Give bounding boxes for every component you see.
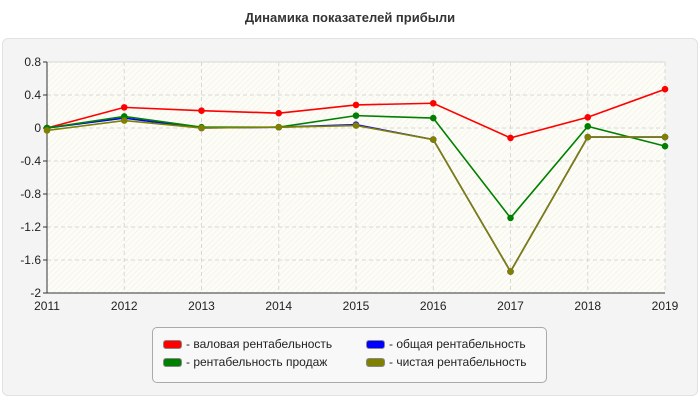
legend-swatch xyxy=(163,339,182,349)
y-tick-label: 0.8 xyxy=(24,55,41,69)
data-point xyxy=(352,101,360,109)
data-point xyxy=(584,133,592,141)
data-point xyxy=(43,127,51,134)
legend-swatch xyxy=(366,357,385,367)
y-tick-label: 0 xyxy=(34,121,41,135)
series-3 xyxy=(43,117,669,275)
legend-item-gross: - валовая рентабельность xyxy=(163,337,332,351)
data-point xyxy=(120,117,128,124)
data-point xyxy=(661,85,669,93)
data-point xyxy=(198,107,205,114)
legend-swatch xyxy=(366,339,385,349)
x-tick-label: 2011 xyxy=(34,299,60,313)
x-tick-label: 2013 xyxy=(188,299,215,313)
data-point xyxy=(584,113,592,121)
data-point xyxy=(429,99,437,107)
y-tick-label: -2 xyxy=(30,286,41,300)
y-tick-label: -0.4 xyxy=(20,154,41,168)
x-tick-label: 2018 xyxy=(574,299,601,313)
legend: - валовая рентабельность - общая рентабе… xyxy=(152,327,547,383)
data-point xyxy=(429,136,437,143)
data-point xyxy=(352,122,360,129)
data-point xyxy=(507,268,514,275)
legend-label: - чистая рентабельность xyxy=(389,355,527,369)
data-point xyxy=(198,124,205,132)
legend-swatch xyxy=(163,357,182,367)
data-point xyxy=(661,142,669,150)
x-tick-label: 2015 xyxy=(343,299,370,313)
data-point xyxy=(429,114,437,122)
legend-label: - рентабельность продаж xyxy=(186,355,328,369)
legend-item-sales: - рентабельность продаж xyxy=(163,355,327,369)
y-tick-label: 0.4 xyxy=(24,88,41,102)
y-tick-label: -1.6 xyxy=(20,253,41,267)
legend-item-net: - чистая рентабельность xyxy=(366,355,526,369)
chart-title: Динамика показателей прибыли xyxy=(244,10,456,25)
data-point xyxy=(584,123,592,130)
legend-item-total: - общая рентабельность xyxy=(366,337,526,351)
x-tick-label: 2014 xyxy=(265,299,292,313)
data-point xyxy=(507,214,514,222)
legend-label: - валовая рентабельность xyxy=(186,337,333,351)
y-tick-label: -1.2 xyxy=(20,220,41,234)
data-point xyxy=(352,112,360,119)
x-tick-label: 2017 xyxy=(497,299,524,313)
data-point xyxy=(507,134,514,142)
x-tick-label: 2016 xyxy=(420,299,447,313)
x-tick-label: 2012 xyxy=(111,299,138,313)
y-tick-label: -0.8 xyxy=(20,187,41,201)
legend-label: - общая рентабельность xyxy=(389,337,526,351)
data-point xyxy=(275,123,283,131)
data-point xyxy=(275,109,283,117)
x-tick-label: 2019 xyxy=(652,299,679,313)
data-point xyxy=(661,133,669,141)
data-point xyxy=(120,104,128,111)
